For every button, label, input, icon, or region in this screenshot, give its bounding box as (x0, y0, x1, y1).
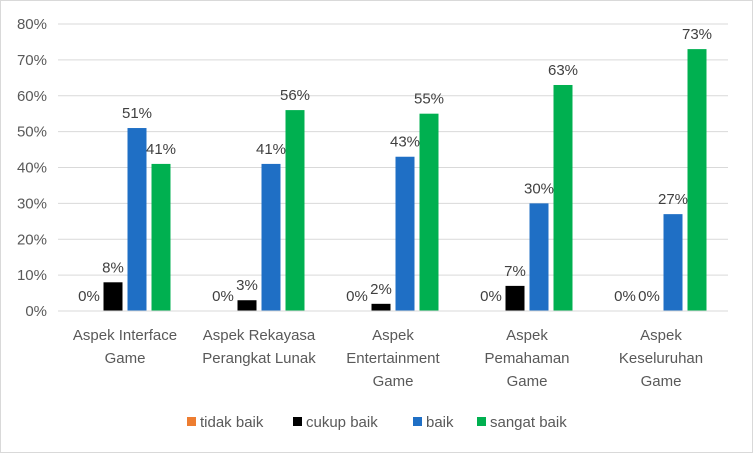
legend-label: sangat baik (490, 414, 567, 431)
category-label: Game (507, 373, 548, 390)
legend-swatch (187, 417, 196, 426)
bar (553, 84, 573, 311)
bar (395, 156, 415, 311)
category-label: Aspek (506, 327, 548, 344)
category-label: Pemahaman (484, 350, 569, 367)
category-label: Aspek Rekayasa (203, 327, 316, 344)
category-label: Aspek (640, 327, 682, 344)
category-label: Entertainment (346, 350, 440, 367)
y-tick-label: 30% (17, 195, 47, 212)
data-label: 30% (524, 180, 554, 197)
data-label: 41% (146, 141, 176, 158)
category-labels: Aspek Interface Game Aspek Rekayasa Perangk… (73, 327, 703, 390)
data-label: 0% (212, 288, 234, 305)
data-label: 63% (548, 62, 578, 79)
bar (261, 163, 281, 311)
bar (663, 214, 683, 311)
legend-swatch (477, 417, 486, 426)
bar (419, 113, 439, 311)
data-label: 2% (370, 281, 392, 298)
data-label: 51% (122, 105, 152, 122)
data-label: 43% (390, 134, 420, 151)
category-label: Game (105, 350, 146, 367)
bar (687, 49, 707, 312)
bar (529, 203, 549, 311)
bar (371, 303, 391, 311)
legend-swatch (293, 417, 302, 426)
data-label: 0% (346, 288, 368, 305)
y-tick-label: 0% (25, 303, 47, 320)
legend-label: tidak baik (200, 414, 264, 431)
y-tick-label: 20% (17, 231, 47, 248)
bar (103, 282, 123, 311)
category-label: Perangkat Lunak (202, 350, 316, 367)
data-label: 0% (614, 288, 636, 305)
y-axis-ticks: 0% 10% 20% 30% 40% 50% 60% 70% 80% (17, 16, 47, 320)
data-label: 0% (638, 288, 660, 305)
category-label: Aspek Interface (73, 327, 177, 344)
y-tick-label: 50% (17, 124, 47, 141)
bars (103, 49, 707, 312)
y-tick-label: 70% (17, 52, 47, 69)
data-label: 73% (682, 26, 712, 43)
data-label: 27% (658, 191, 688, 208)
category-label: Game (373, 373, 414, 390)
bar (151, 163, 171, 311)
y-tick-label: 80% (17, 16, 47, 33)
y-tick-label: 10% (17, 267, 47, 284)
legend-label: cukup baik (306, 414, 378, 431)
legend-label: baik (426, 414, 454, 431)
legend-swatch (413, 417, 422, 426)
data-label: 56% (280, 87, 310, 104)
data-label: 55% (414, 91, 444, 108)
bar (505, 285, 525, 311)
y-tick-label: 40% (17, 160, 47, 177)
bar (285, 110, 305, 311)
bar (237, 300, 257, 311)
bar (127, 128, 147, 311)
data-label: 41% (256, 141, 286, 158)
data-labels: 0%8%51%41%0%3%41%56%0% 2%43%55%0%7%30%63%… (78, 26, 712, 305)
y-tick-label: 60% (17, 88, 47, 105)
data-label: 0% (480, 288, 502, 305)
category-label: Game (641, 373, 682, 390)
category-label: Keseluruhan (619, 350, 703, 367)
legend: tidak baik cukup baik baik sangat baik (187, 414, 567, 431)
data-label: 3% (236, 277, 258, 294)
data-label: 0% (78, 288, 100, 305)
category-label: Aspek (372, 327, 414, 344)
data-label: 8% (102, 259, 124, 276)
data-label: 7% (504, 263, 526, 280)
